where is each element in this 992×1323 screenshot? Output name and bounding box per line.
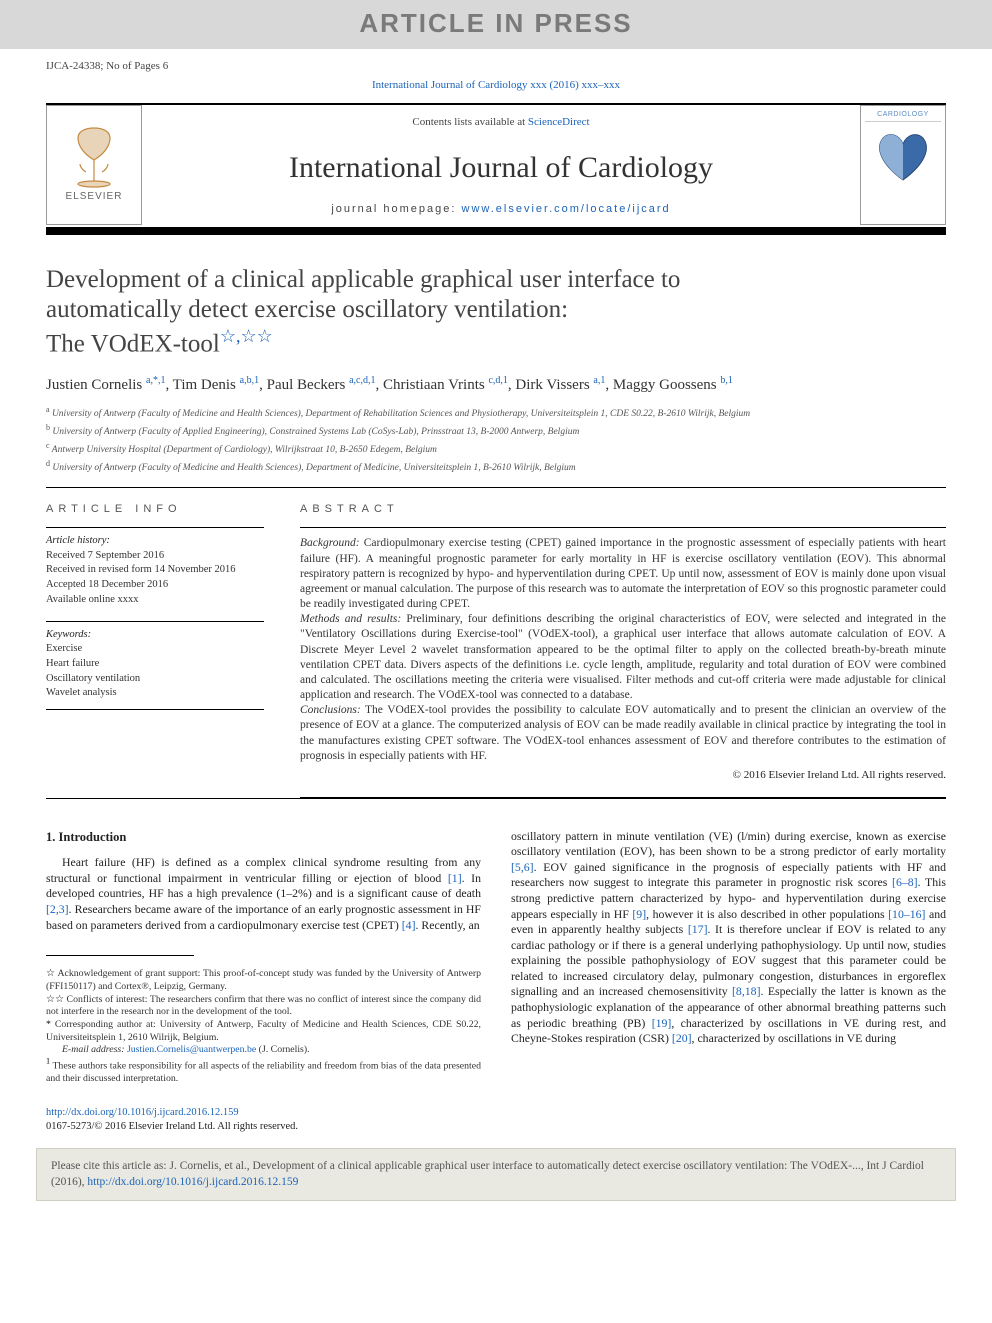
ref-link[interactable]: [17] [688, 922, 708, 936]
section-1-heading: 1. Introduction [46, 829, 481, 846]
homepage-line: journal homepage: www.elsevier.com/locat… [142, 202, 860, 217]
article-history-block: Article history: Received 7 September 20… [46, 527, 264, 607]
keyword: Oscillatory ventilation [46, 672, 264, 687]
author-affil-link[interactable]: a,*,1 [146, 375, 165, 386]
article-in-press-banner: ARTICLE IN PRESS [0, 0, 992, 49]
doi-link[interactable]: http://dx.doi.org/10.1016/j.ijcard.2016.… [46, 1107, 239, 1118]
abstract-heading: abstract [300, 502, 946, 517]
keyword: Wavelet analysis [46, 686, 264, 701]
elsevier-tree-icon [64, 126, 124, 188]
ref-link[interactable]: [20] [672, 1031, 692, 1045]
author-affil-link[interactable]: a,b,1 [240, 375, 259, 386]
body-columns: 1. Introduction Heart failure (HF) is de… [46, 829, 946, 1086]
issn-copyright: 0167-5273/© 2016 Elsevier Ireland Ltd. A… [46, 1121, 298, 1132]
cover-heart-icon [869, 124, 937, 186]
intro-paragraph-right: oscillatory pattern in minute ventilatio… [511, 829, 946, 1047]
ref-link[interactable]: [1] [448, 871, 462, 885]
history-accepted: Accepted 18 December 2016 [46, 578, 264, 593]
keyword: Heart failure [46, 657, 264, 672]
abstract-text: Background: Cardiopulmonary exercise tes… [300, 527, 946, 764]
ref-link[interactable]: [2,3] [46, 902, 69, 916]
author-affil-link[interactable]: b,1 [720, 375, 733, 386]
abstract-column: abstract Background: Cardiopulmonary exe… [300, 487, 946, 797]
body-left-column: 1. Introduction Heart failure (HF) is de… [46, 829, 481, 1086]
doi-block: http://dx.doi.org/10.1016/j.ijcard.2016.… [46, 1106, 946, 1134]
footnotes-block: ☆ Acknowledgement of grant support: This… [46, 968, 481, 1086]
title-footnote-stars: ☆,☆☆ [220, 326, 273, 346]
author-affil-link[interactable]: c,d,1 [488, 375, 507, 386]
elsevier-logo: ELSEVIER [46, 105, 142, 225]
journal-name: International Journal of Cardiology [142, 148, 860, 189]
keywords-block: Keywords: Exercise Heart failure Oscilla… [46, 621, 264, 710]
ref-link[interactable]: [5,6] [511, 860, 534, 874]
elsevier-logo-text: ELSEVIER [66, 190, 123, 204]
article-title: Development of a clinical applicable gra… [46, 265, 946, 360]
email-link[interactable]: Justien.Cornelis@uantwerpen.be [127, 1044, 256, 1055]
article-info-column: article info Article history: Received 7… [46, 487, 264, 797]
black-rule [46, 227, 946, 235]
authors-line: Justien Cornelis a,*,1, Tim Denis a,b,1,… [46, 374, 946, 396]
article-info-heading: article info [46, 502, 264, 517]
ref-link[interactable]: [4] [402, 918, 416, 932]
author-affil-link[interactable]: a,1 [593, 375, 605, 386]
body-right-column: oscillatory pattern in minute ventilatio… [511, 829, 946, 1086]
affiliations: a University of Antwerp (Faculty of Medi… [46, 404, 946, 476]
keywords-label: Keywords: [46, 628, 264, 642]
history-received: Received 7 September 2016 [46, 549, 264, 564]
intro-paragraph-left: Heart failure (HF) is defined as a compl… [46, 855, 481, 933]
journal-citation-top: International Journal of Cardiology xxx … [46, 78, 946, 93]
author-affil-link[interactable]: a,c,d,1 [349, 375, 375, 386]
sciencedirect-link[interactable]: ScienceDirect [528, 116, 590, 128]
contents-line: Contents lists available at ScienceDirec… [142, 115, 860, 130]
cover-label: CARDIOLOGY [865, 110, 941, 122]
article-id: IJCA-24338; No of Pages 6 [46, 59, 168, 74]
footnote-rule [46, 955, 194, 962]
ref-link[interactable]: [6–8] [892, 875, 918, 889]
keyword: Exercise [46, 642, 264, 657]
ref-link[interactable]: [9] [632, 907, 646, 921]
history-online: Available online xxxx [46, 593, 264, 608]
journal-citation-link[interactable]: International Journal of Cardiology xxx … [372, 79, 620, 91]
cite-doi-link[interactable]: http://dx.doi.org/10.1016/j.ijcard.2016.… [87, 1176, 298, 1188]
history-revised: Received in revised form 14 November 201… [46, 563, 264, 578]
abstract-copyright: © 2016 Elsevier Ireland Ltd. All rights … [300, 768, 946, 783]
ref-link[interactable]: [10–16] [888, 907, 925, 921]
ref-link[interactable]: [19] [652, 1016, 672, 1030]
article-history-label: Article history: [46, 534, 264, 548]
cite-box: Please cite this article as: J. Cornelis… [36, 1148, 956, 1201]
source-bar: ELSEVIER Contents lists available at Sci… [46, 103, 946, 225]
ref-link[interactable]: [8,18] [732, 984, 761, 998]
journal-cover-thumb: CARDIOLOGY [860, 105, 946, 225]
journal-homepage-link[interactable]: www.elsevier.com/locate/ijcard [462, 203, 671, 215]
